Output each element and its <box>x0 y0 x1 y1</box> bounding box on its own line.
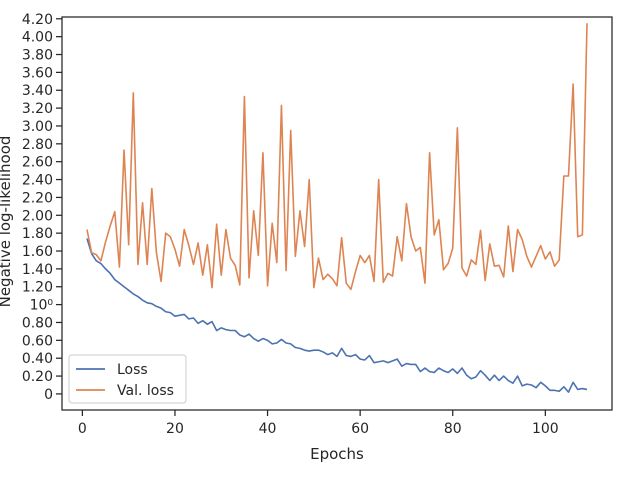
y-tick-label: 2.60 <box>22 155 53 171</box>
x-axis-ticks: 0 20 40 60 80 100 <box>78 410 559 437</box>
legend-label-val-loss: Val. loss <box>117 383 174 399</box>
y-tick-label: 2.00 <box>22 208 53 224</box>
legend-box <box>68 354 187 404</box>
y-tick-label: 1.80 <box>22 226 53 242</box>
plot-frame <box>61 16 613 411</box>
y-tick-label: 3.80 <box>22 48 53 64</box>
legend: Loss Val. loss <box>68 354 187 404</box>
y-tick-label: 10⁰ <box>30 298 54 314</box>
y-tick-label: 3.40 <box>22 83 53 99</box>
y-tick-label: 2.80 <box>22 137 53 153</box>
y-tick-label: 0.20 <box>22 369 53 385</box>
y-tick-label: 0.60 <box>22 333 53 349</box>
series-line-val-loss <box>86 23 588 291</box>
x-tick-label: 80 <box>444 421 462 437</box>
x-tick-label: 60 <box>351 421 369 437</box>
y-tick-label: 3.60 <box>22 65 53 81</box>
y-tick-label: 4.00 <box>22 30 53 46</box>
series-line-loss <box>86 238 588 393</box>
y-tick-label: 0 <box>44 387 53 403</box>
y-tick-label: 2.40 <box>22 173 53 189</box>
y-tick-label: 1.40 <box>22 262 53 278</box>
y-tick-label: 3.00 <box>22 119 53 135</box>
y-tick-label: 1.60 <box>22 244 53 260</box>
y-tick-label: 1.20 <box>22 280 53 296</box>
x-tick-label: 40 <box>259 421 277 437</box>
x-axis-label: Epochs <box>310 445 364 463</box>
x-tick-label: 0 <box>78 421 87 437</box>
y-tick-label: 3.20 <box>22 101 53 117</box>
y-tick-label: 0.80 <box>22 315 53 331</box>
y-tick-label: 2.20 <box>22 190 53 206</box>
y-axis-label: Negative log-likelihood <box>0 136 14 308</box>
y-tick-label: 0.40 <box>22 351 53 367</box>
x-tick-label: 20 <box>166 421 184 437</box>
chart-marks <box>86 23 588 393</box>
legend-label-loss: Loss <box>117 362 148 378</box>
x-tick-label: 100 <box>532 421 559 437</box>
y-tick-label: 4.20 <box>22 12 53 28</box>
